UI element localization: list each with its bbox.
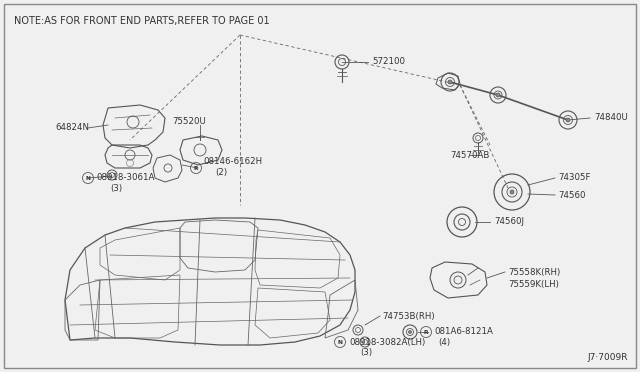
- Text: N: N: [337, 340, 342, 344]
- Text: R: R: [194, 166, 198, 170]
- Text: 08918-3082A(LH): 08918-3082A(LH): [349, 337, 425, 346]
- Text: (3): (3): [360, 347, 372, 356]
- Text: 74840U: 74840U: [594, 113, 628, 122]
- Text: 74560: 74560: [558, 190, 586, 199]
- Text: 74560J: 74560J: [494, 218, 524, 227]
- Circle shape: [566, 118, 570, 122]
- Text: J7·7009R: J7·7009R: [588, 353, 628, 362]
- Text: 75559K(LH): 75559K(LH): [508, 279, 559, 289]
- Text: 75520U: 75520U: [172, 118, 206, 126]
- Text: 081A6-8121A: 081A6-8121A: [434, 327, 493, 337]
- Text: (2): (2): [215, 169, 227, 177]
- Text: R: R: [424, 330, 428, 334]
- Text: 74570AB: 74570AB: [450, 151, 490, 160]
- Text: 64824N: 64824N: [55, 124, 89, 132]
- Text: 74753B(RH): 74753B(RH): [382, 311, 435, 321]
- Text: 08146-6162H: 08146-6162H: [203, 157, 262, 167]
- Text: 75558K(RH): 75558K(RH): [508, 267, 560, 276]
- Circle shape: [448, 80, 452, 84]
- Text: 74305F: 74305F: [558, 173, 591, 183]
- Circle shape: [408, 330, 412, 334]
- Circle shape: [510, 190, 514, 194]
- Text: N: N: [86, 176, 90, 180]
- Text: 572100: 572100: [372, 57, 405, 65]
- Text: (3): (3): [110, 185, 122, 193]
- Text: 08918-3061A: 08918-3061A: [96, 173, 154, 183]
- Circle shape: [496, 93, 500, 97]
- Text: (4): (4): [438, 339, 450, 347]
- Text: NOTE:AS FOR FRONT END PARTS,REFER TO PAGE 01: NOTE:AS FOR FRONT END PARTS,REFER TO PAG…: [14, 16, 269, 26]
